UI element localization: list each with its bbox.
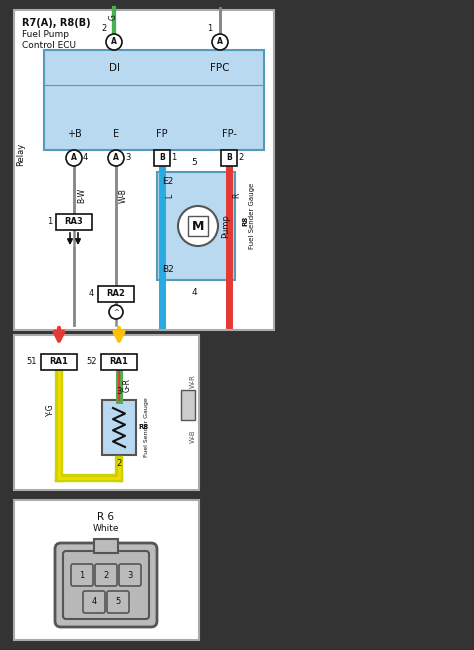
Text: A: A bbox=[111, 38, 117, 47]
Bar bbox=[14, 500, 199, 640]
Circle shape bbox=[212, 34, 228, 50]
Bar bbox=[221, 150, 237, 166]
Text: Control ECU: Control ECU bbox=[22, 41, 76, 50]
Text: R 6: R 6 bbox=[98, 512, 115, 522]
FancyBboxPatch shape bbox=[71, 564, 93, 586]
Text: 1: 1 bbox=[47, 218, 52, 226]
Text: Fuel Sender Gauge: Fuel Sender Gauge bbox=[249, 183, 255, 249]
Text: 4: 4 bbox=[83, 153, 88, 162]
Bar bbox=[56, 214, 92, 230]
Text: B: B bbox=[226, 153, 232, 162]
Bar bbox=[188, 216, 208, 236]
Text: 51: 51 bbox=[27, 358, 37, 367]
Text: 1: 1 bbox=[171, 153, 176, 162]
Bar bbox=[157, 172, 235, 280]
Text: 2: 2 bbox=[117, 459, 122, 468]
Text: +B: +B bbox=[67, 129, 82, 139]
Text: FP-: FP- bbox=[221, 129, 237, 139]
FancyBboxPatch shape bbox=[83, 591, 105, 613]
Text: Fuel Sender Gauge: Fuel Sender Gauge bbox=[144, 397, 149, 457]
Text: L: L bbox=[165, 194, 174, 198]
Text: B-W: B-W bbox=[77, 188, 86, 203]
Text: Pump: Pump bbox=[221, 214, 230, 238]
FancyBboxPatch shape bbox=[95, 564, 117, 586]
FancyBboxPatch shape bbox=[119, 564, 141, 586]
Text: 3: 3 bbox=[125, 153, 130, 162]
Text: A: A bbox=[71, 153, 77, 162]
Text: Y-G: Y-G bbox=[46, 404, 55, 416]
Text: DI: DI bbox=[109, 63, 120, 73]
Text: 5: 5 bbox=[191, 158, 197, 167]
Text: G-R: G-R bbox=[123, 378, 132, 392]
Text: RA3: RA3 bbox=[64, 218, 83, 226]
Text: 5: 5 bbox=[115, 597, 120, 606]
Text: R8: R8 bbox=[138, 424, 148, 430]
Text: White: White bbox=[93, 524, 119, 533]
Text: W-R: W-R bbox=[190, 374, 196, 389]
Text: B2: B2 bbox=[162, 265, 174, 274]
Text: Relay: Relay bbox=[17, 142, 26, 166]
Text: 2: 2 bbox=[103, 571, 109, 580]
Text: Fuel Pump: Fuel Pump bbox=[22, 30, 69, 39]
Text: FP: FP bbox=[156, 129, 168, 139]
Bar bbox=[154, 150, 170, 166]
Text: 52: 52 bbox=[86, 358, 97, 367]
Text: RA1: RA1 bbox=[50, 358, 68, 367]
Text: R8: R8 bbox=[242, 216, 248, 226]
Text: E2: E2 bbox=[162, 177, 173, 187]
Bar bbox=[14, 335, 199, 490]
Circle shape bbox=[109, 305, 123, 319]
Bar bbox=[44, 50, 264, 150]
Text: W-B: W-B bbox=[190, 429, 196, 443]
Text: ^: ^ bbox=[113, 309, 119, 315]
Circle shape bbox=[108, 150, 124, 166]
Text: W-B: W-B bbox=[119, 188, 128, 203]
Text: 1: 1 bbox=[207, 24, 213, 33]
Text: 4: 4 bbox=[89, 289, 94, 298]
Bar bbox=[94, 539, 118, 553]
Bar bbox=[101, 354, 137, 370]
Text: A: A bbox=[217, 38, 223, 47]
Bar bbox=[102, 400, 136, 455]
Text: 1: 1 bbox=[79, 571, 85, 580]
Text: M: M bbox=[192, 220, 204, 233]
FancyBboxPatch shape bbox=[63, 551, 149, 619]
Text: E: E bbox=[113, 129, 119, 139]
Circle shape bbox=[66, 150, 82, 166]
Bar bbox=[41, 354, 77, 370]
FancyBboxPatch shape bbox=[55, 543, 157, 627]
Text: A: A bbox=[113, 153, 119, 162]
Text: R: R bbox=[232, 193, 241, 198]
Text: FPC: FPC bbox=[210, 63, 230, 73]
Text: 4: 4 bbox=[191, 288, 197, 297]
Bar bbox=[14, 10, 274, 330]
FancyBboxPatch shape bbox=[107, 591, 129, 613]
Bar bbox=[98, 286, 134, 302]
Bar bbox=[181, 390, 195, 420]
Text: RA2: RA2 bbox=[107, 289, 126, 298]
Text: 2: 2 bbox=[101, 24, 107, 33]
Text: 3: 3 bbox=[116, 387, 122, 396]
Text: R7(A), R8(B): R7(A), R8(B) bbox=[22, 18, 91, 28]
Circle shape bbox=[178, 206, 218, 246]
Text: RA1: RA1 bbox=[109, 358, 128, 367]
Text: 3: 3 bbox=[128, 571, 133, 580]
Circle shape bbox=[106, 34, 122, 50]
Text: 2: 2 bbox=[238, 153, 243, 162]
Text: B: B bbox=[159, 153, 165, 162]
Text: 4: 4 bbox=[91, 597, 97, 606]
Text: G: G bbox=[109, 14, 118, 20]
